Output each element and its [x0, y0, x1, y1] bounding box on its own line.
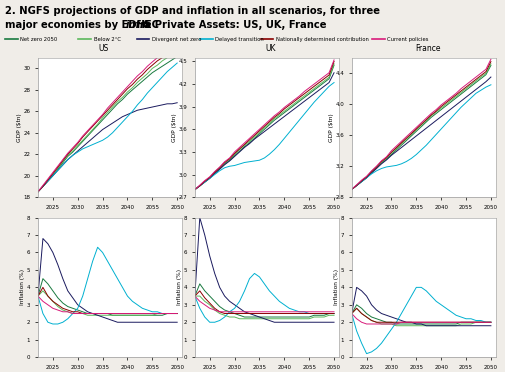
Text: & Private Assets: US, UK, France: & Private Assets: US, UK, France: [139, 20, 326, 31]
Y-axis label: Inflation (%): Inflation (%): [333, 269, 338, 305]
Text: Net zero 2050: Net zero 2050: [20, 36, 58, 42]
Y-axis label: Inflation (%): Inflation (%): [177, 269, 182, 305]
Y-axis label: Inflation (%): Inflation (%): [20, 269, 25, 305]
Text: 2. NGFS projections of GDP and inflation in all scenarios, for three: 2. NGFS projections of GDP and inflation…: [5, 6, 379, 16]
Y-axis label: GDP ($tn): GDP ($tn): [172, 113, 177, 142]
Text: France: France: [414, 44, 439, 53]
Text: US: US: [98, 44, 109, 53]
Text: Divergent net zero: Divergent net zero: [152, 36, 201, 42]
Y-axis label: GDP ($tn): GDP ($tn): [328, 113, 333, 142]
Text: Below 2°C: Below 2°C: [93, 36, 120, 42]
Y-axis label: GDP ($tn): GDP ($tn): [17, 113, 22, 142]
Text: Delayed transition: Delayed transition: [215, 36, 263, 42]
Text: UK: UK: [265, 44, 275, 53]
Text: infra: infra: [125, 20, 152, 31]
Text: Current policies: Current policies: [386, 36, 428, 42]
Text: major economies by EDHEC: major economies by EDHEC: [5, 20, 159, 31]
Text: Nationally determined contribution: Nationally determined contribution: [275, 36, 368, 42]
